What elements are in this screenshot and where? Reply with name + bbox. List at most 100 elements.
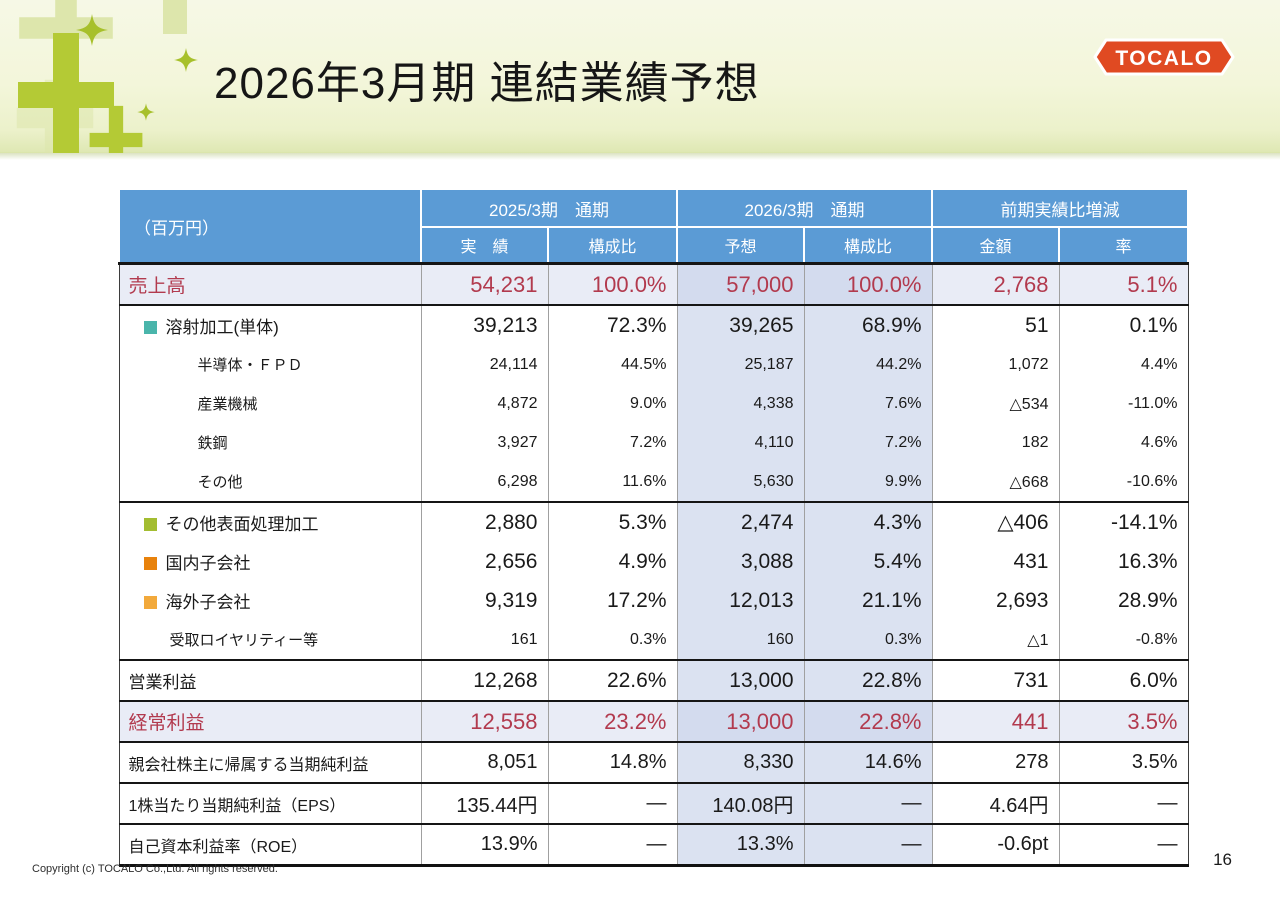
value-cell: 22.8% xyxy=(803,660,932,702)
value-cell: 9,319 xyxy=(420,581,548,620)
legend-square-icon xyxy=(143,557,157,570)
table-row: その他表面処理加工 2,880 5.3% 2,474 4.3% △406 -14.1% xyxy=(118,502,1189,542)
table-row: 海外子会社 9,319 17.2% 12,013 21.1% 2,693 28.9% xyxy=(118,581,1189,620)
value-cell: 431 xyxy=(931,542,1059,581)
table-row: 溶射加工(単体) 39,213 72.3% 39,265 68.9% 51 0.1% xyxy=(118,305,1189,345)
table-row: 受取ロイヤリティー等 161 0.3% 160 0.3% △1 -0.8% xyxy=(118,620,1189,661)
row-label: 売上高 xyxy=(128,276,186,297)
column-subheader: 予想 xyxy=(676,226,805,265)
row-label: 受取ロイヤリティー等 xyxy=(169,632,319,649)
row-label-cell: その他 xyxy=(118,462,421,503)
value-cell: 278 xyxy=(931,742,1059,784)
value-cell: 1,072 xyxy=(931,345,1059,384)
value-cell: 182 xyxy=(931,423,1059,462)
value-cell: 7.2% xyxy=(547,423,677,462)
value-cell: — xyxy=(547,824,677,867)
value-cell: 68.9% xyxy=(803,305,932,345)
column-group-header: 2026/3期 通期 xyxy=(676,188,933,228)
value-cell: 25,187 xyxy=(676,345,804,384)
unit-label: （百万円） xyxy=(118,188,422,265)
value-cell: 4,338 xyxy=(676,384,804,423)
value-cell: 4.64円 xyxy=(931,783,1059,825)
value-cell: 8,330 xyxy=(676,742,804,784)
table-row: 産業機械 4,872 9.0% 4,338 7.6% △534 -11.0% xyxy=(118,384,1189,423)
value-cell: 2,693 xyxy=(931,581,1059,620)
value-cell: 12,558 xyxy=(420,701,548,743)
value-cell: 12,268 xyxy=(420,660,548,702)
table-row: 自己資本利益率（ROE） 13.9% —13.3% — -0.6pt — xyxy=(118,824,1189,867)
logo-text: TOCALO xyxy=(1115,47,1212,70)
value-cell: — xyxy=(803,783,932,825)
title-banner: 2026年3月期 連結業績予想 TOCALO xyxy=(0,0,1280,153)
row-label-cell: 経常利益 xyxy=(118,701,421,743)
results-forecast-table: （百万円） 2025/3期 通期 2026/3期 通期 前期実績比増減実 績構成比 予想… xyxy=(118,188,1189,867)
value-cell: — xyxy=(803,824,932,867)
value-cell: 2,768 xyxy=(931,262,1059,306)
value-cell: -14.1% xyxy=(1058,502,1189,542)
value-cell: 5.3% xyxy=(547,502,677,542)
value-cell: — xyxy=(1058,824,1189,867)
value-cell: 9.9% xyxy=(803,462,932,503)
column-group-header: 2025/3期 通期 xyxy=(420,188,678,228)
value-cell: 0.1% xyxy=(1058,305,1189,345)
value-cell: 23.2% xyxy=(547,701,677,743)
row-label: 産業機械 xyxy=(197,396,258,413)
results-forecast-table-wrap: （百万円） 2025/3期 通期 2026/3期 通期 前期実績比増減実 績構成比 予想… xyxy=(118,188,1189,867)
value-cell: 13,000 xyxy=(676,660,804,702)
header-row-subcolumns: 実 績構成比 予想 構成比 金額率 xyxy=(119,226,1189,265)
row-label: 1株当たり当期純利益（EPS） xyxy=(128,797,346,815)
value-cell: 161 xyxy=(420,620,548,661)
table-row: 経常利益 12,558 23.2% 13,000 22.8% 441 3.5% xyxy=(118,701,1189,743)
value-cell: 17.2% xyxy=(547,581,677,620)
value-cell: 6.0% xyxy=(1058,660,1189,702)
column-group-header: 前期実績比増減 xyxy=(931,188,1189,228)
row-label-cell: 産業機械 xyxy=(118,384,421,423)
value-cell: 5.1% xyxy=(1058,262,1189,306)
value-cell: 3.5% xyxy=(1058,742,1189,784)
value-cell: 12,013 xyxy=(676,581,804,620)
value-cell: — xyxy=(547,783,677,825)
legend-square-icon xyxy=(143,596,157,609)
value-cell: 0.3% xyxy=(803,620,932,661)
value-cell: 2,474 xyxy=(676,502,804,542)
value-cell: 7.6% xyxy=(803,384,932,423)
row-label-cell: 溶射加工(単体) xyxy=(118,305,421,345)
row-label-cell: 国内子会社 xyxy=(118,542,421,581)
row-label-cell: 鉄鋼 xyxy=(118,423,421,462)
column-subheader: 金額 xyxy=(931,226,1060,265)
row-label-cell: 海外子会社 xyxy=(118,581,421,620)
copyright-text: Copyright (c) TOCALO Co.,Ltd. All rights… xyxy=(32,863,278,875)
value-cell: -10.6% xyxy=(1058,462,1189,503)
row-label: 自己資本利益率（ROE） xyxy=(128,838,308,856)
value-cell: -0.6pt xyxy=(931,824,1059,867)
table-row: 親会社株主に帰属する当期純利益 8,051 14.8% 8,330 14.6% 278 3.… xyxy=(118,742,1189,784)
row-label-cell: 自己資本利益率（ROE） xyxy=(118,824,421,867)
value-cell: 3,927 xyxy=(420,423,548,462)
value-cell: 3,088 xyxy=(676,542,804,581)
value-cell: 16.3% xyxy=(1058,542,1189,581)
table-row: 1株当たり当期純利益（EPS） 135.44円 —140.08円 —4.64円 — xyxy=(118,783,1189,825)
value-cell: 72.3% xyxy=(547,305,677,345)
value-cell: 39,213 xyxy=(420,305,548,345)
value-cell: 14.6% xyxy=(803,742,932,784)
value-cell: 9.0% xyxy=(547,384,677,423)
value-cell: 4,872 xyxy=(420,384,548,423)
value-cell: 0.3% xyxy=(547,620,677,661)
value-cell: 4.4% xyxy=(1058,345,1189,384)
value-cell: 4.9% xyxy=(547,542,677,581)
value-cell: 4.6% xyxy=(1058,423,1189,462)
header-row-groups: （百万円） 2025/3期 通期 2026/3期 通期 前期実績比増減 xyxy=(118,188,1189,265)
table-row: 国内子会社 2,656 4.9% 3,088 5.4% 431 16.3% xyxy=(118,542,1189,581)
table-row: 営業利益 12,268 22.6% 13,000 22.8% 731 6.0% xyxy=(118,660,1189,702)
row-label-cell: 受取ロイヤリティー等 xyxy=(118,620,421,661)
table-row: 売上高 54,231 100.0% 57,000 100.0% 2,768 5.1% xyxy=(118,262,1189,306)
table-body: 売上高 54,231 100.0% 57,000 100.0% 2,768 5.1% 溶射加工… xyxy=(118,262,1189,867)
column-subheader: 構成比 xyxy=(547,226,678,265)
row-label-cell: 1株当たり当期純利益（EPS） xyxy=(118,783,421,825)
value-cell: 140.08円 xyxy=(676,783,804,825)
value-cell: 100.0% xyxy=(547,262,677,306)
value-cell: △406 xyxy=(931,502,1059,542)
value-cell: △534 xyxy=(931,384,1059,423)
row-label: 国内子会社 xyxy=(165,554,251,573)
